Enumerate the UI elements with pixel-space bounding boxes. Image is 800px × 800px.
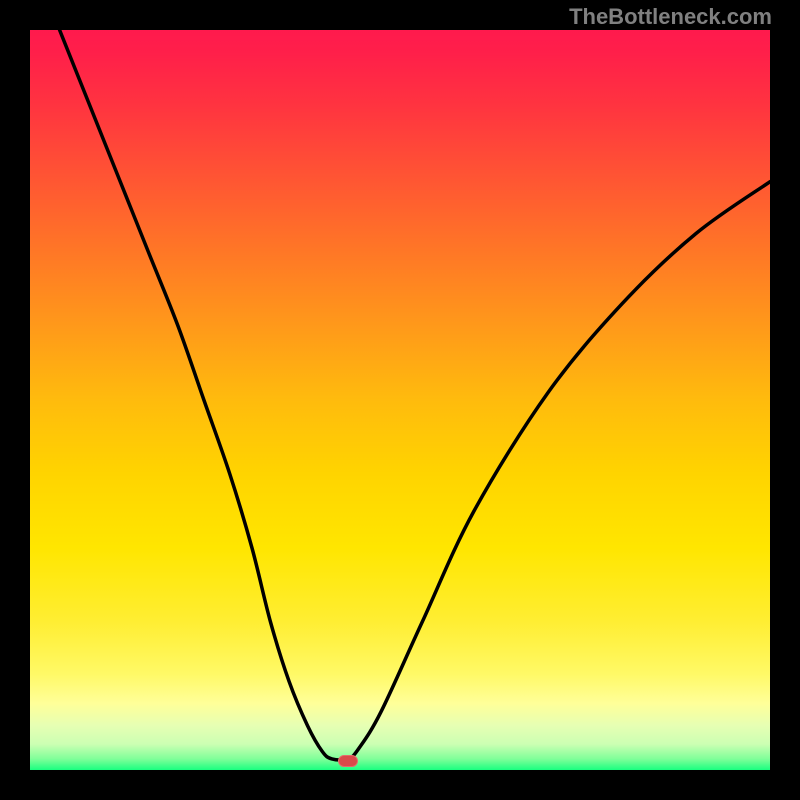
watermark: TheBottleneck.com <box>569 4 772 30</box>
watermark-text: TheBottleneck.com <box>569 4 772 29</box>
min-point-marker <box>338 755 358 767</box>
curve-overlay <box>30 30 770 770</box>
bottleneck-curve <box>60 30 770 760</box>
chart-container: TheBottleneck.com <box>0 0 800 800</box>
plot-area <box>30 30 770 770</box>
